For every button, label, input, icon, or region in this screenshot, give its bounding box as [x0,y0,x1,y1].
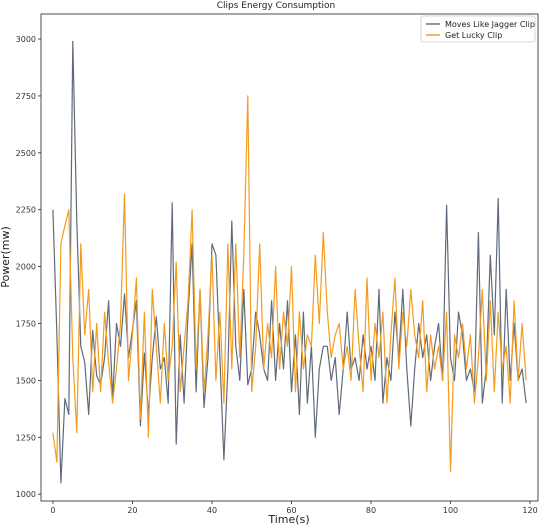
y-axis-label: Power(mw) [0,226,12,288]
legend-label: Get Lucky Clip [445,31,502,40]
y-tick-label: 1750 [16,319,36,328]
x-tick-label: 0 [50,506,55,515]
x-axis: 0 20 40 60 80 100 120 [50,501,538,515]
x-tick-label: 40 [207,506,217,515]
x-tick-label: 120 [522,506,537,515]
legend-box [420,15,536,43]
legend-label: Moves Like Jagger Clip [445,20,535,29]
y-tick-label: 2500 [16,149,36,158]
y-tick-label: 2000 [16,263,36,272]
y-tick-label: 1500 [16,376,36,385]
x-axis-label: Time(s) [267,513,309,526]
y-tick-label: 2750 [16,92,36,101]
legend: Moves Like Jagger Clip Get Lucky Clip [420,15,536,43]
x-tick-label: 60 [286,506,296,515]
series-line-1 [52,40,527,484]
y-tick-label: 1000 [16,490,36,499]
plot-area [40,13,539,502]
series-line-2 [52,95,527,472]
series-layer [52,40,527,484]
y-tick-label: 3000 [16,35,36,44]
x-tick-label: 80 [366,506,376,515]
y-tick-label: 1250 [16,433,36,442]
x-tick-label: 20 [127,506,137,515]
y-axis: 1000 1250 1500 1750 2000 2250 2500 2750 3000 [16,35,41,499]
chart-title: Clips Energy Consumption [217,1,336,11]
y-tick-label: 2250 [16,206,36,215]
x-tick-label: 100 [443,506,458,515]
